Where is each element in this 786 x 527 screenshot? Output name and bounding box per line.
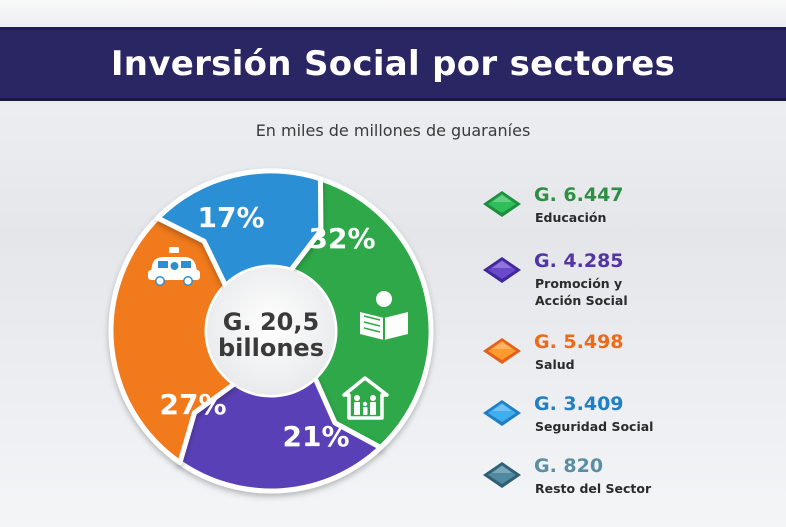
- legend-label: Seguridad Social: [535, 419, 654, 434]
- top-strip: [0, 0, 786, 26]
- legend-gem-icon: [483, 191, 521, 217]
- family-house-icon: [342, 376, 389, 420]
- subtitle: En miles de millones de guaraníes: [255, 121, 531, 140]
- legend-item: G. 6.447 Educación: [478, 184, 778, 236]
- legend-item: G. 4.285 Promoción y Acción Social: [478, 250, 778, 308]
- legend-value: G. 4.285: [534, 250, 624, 272]
- legend-item: G. 5.498 Salud: [478, 331, 778, 383]
- page-title: Inversión Social por sectores: [110, 44, 676, 84]
- legend-value: G. 6.447: [534, 184, 624, 206]
- title-band: Inversión Social por sectores: [0, 27, 786, 101]
- center-total-value: G. 20,5: [223, 308, 319, 336]
- percent-label: 17%: [197, 201, 264, 234]
- legend-item: G. 820 Resto del Sector: [478, 455, 778, 507]
- percent-label: 21%: [282, 420, 349, 453]
- legend-gem-icon: [483, 338, 521, 364]
- legend-label: Promoción y Acción Social: [535, 276, 628, 308]
- percent-label: 27%: [159, 388, 226, 421]
- legend-item: G. 3.409 Seguridad Social: [478, 393, 778, 445]
- donut-center: [207, 267, 335, 395]
- percent-label: 32%: [308, 222, 375, 255]
- legend-gem-icon: [483, 462, 521, 488]
- chart-segments: [108, 168, 434, 494]
- legend-label: Salud: [535, 357, 575, 372]
- legend-gem-icon: [483, 400, 521, 426]
- legend-value: G. 3.409: [534, 393, 624, 415]
- police-car-icon: [148, 247, 200, 286]
- legend-value: G. 5.498: [534, 331, 624, 353]
- center-total-unit: billones: [218, 334, 324, 362]
- percent-labels: 32% 21% 27% 17%: [159, 201, 375, 453]
- legend-label: Resto del Sector: [535, 481, 652, 496]
- legend-value: G. 820: [534, 455, 604, 477]
- legend-gem-icon: [483, 257, 521, 283]
- student-reading-icon: [360, 291, 408, 340]
- legend-label: Educación: [535, 210, 607, 225]
